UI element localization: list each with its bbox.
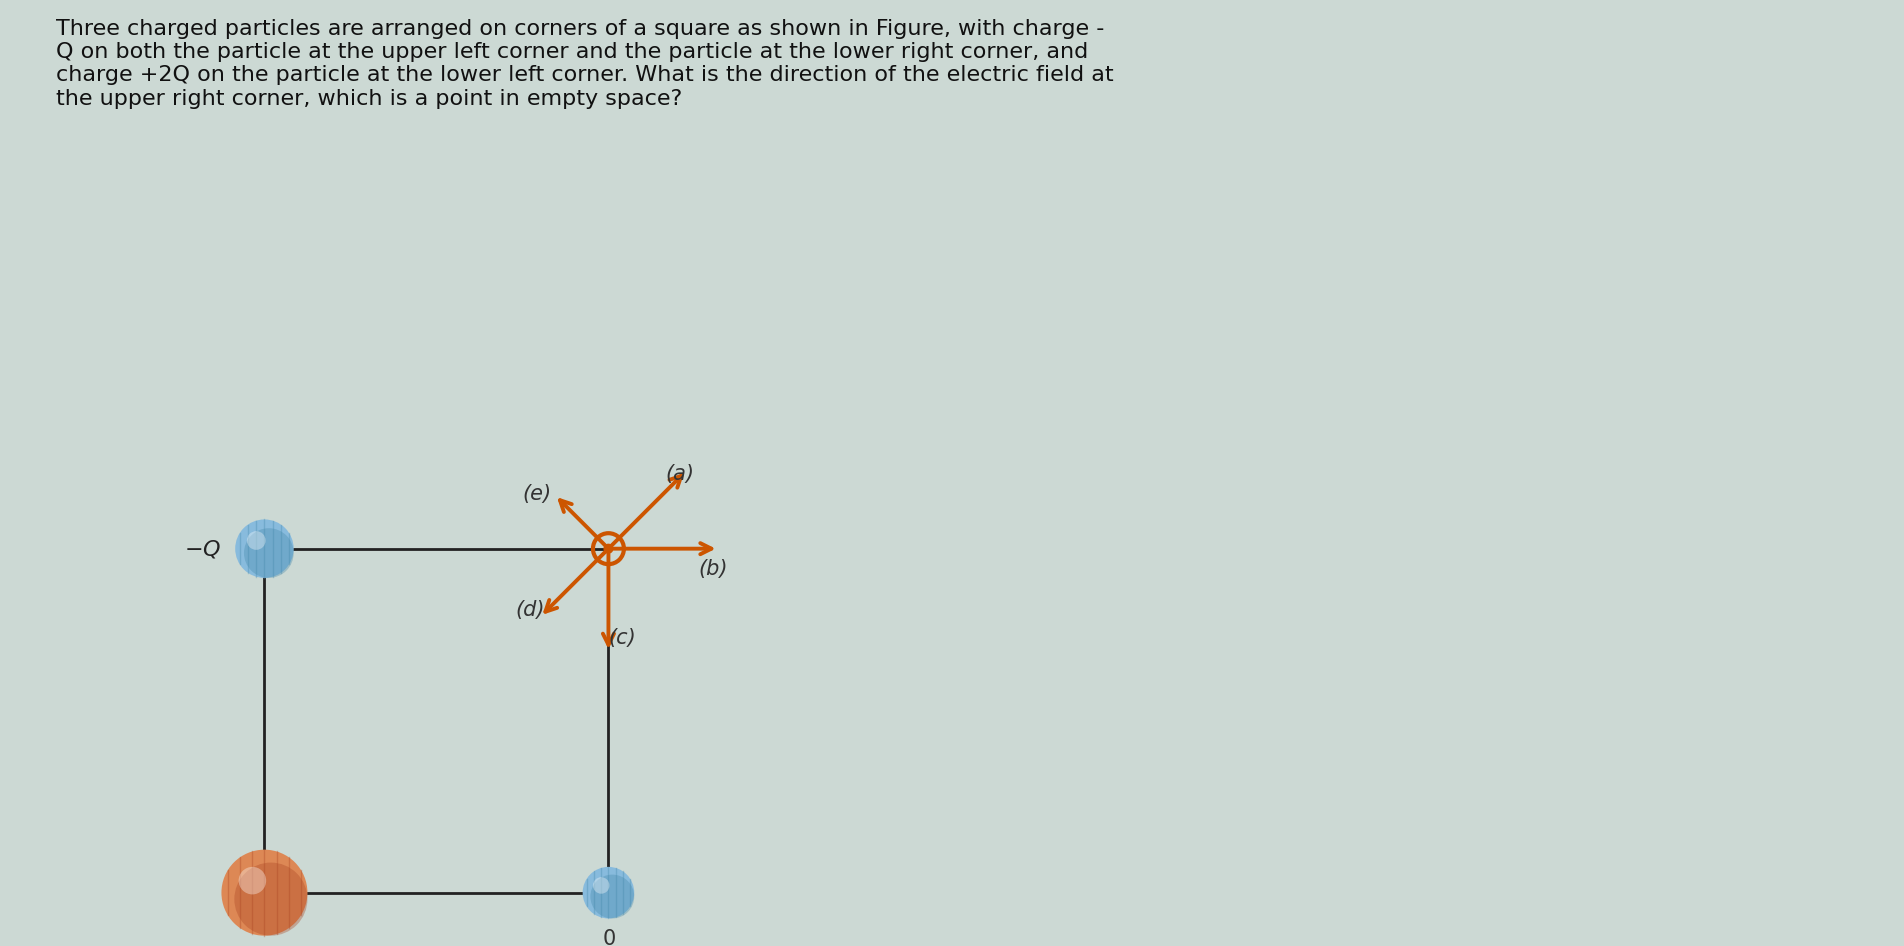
Text: (a): (a) <box>666 464 695 483</box>
Text: $0$: $0$ <box>602 929 615 946</box>
Text: (d): (d) <box>516 600 545 621</box>
Circle shape <box>604 544 613 553</box>
Circle shape <box>592 877 609 894</box>
Text: Three charged particles are arranged on corners of a square as shown in Figure, : Three charged particles are arranged on … <box>57 19 1114 109</box>
Circle shape <box>590 875 634 919</box>
Text: (b): (b) <box>699 559 727 579</box>
Circle shape <box>244 528 293 578</box>
Circle shape <box>236 519 293 578</box>
Circle shape <box>234 863 307 936</box>
Circle shape <box>583 867 634 919</box>
Text: $-Q$: $-Q$ <box>185 537 221 560</box>
Text: (e): (e) <box>522 484 550 504</box>
Circle shape <box>248 531 267 550</box>
Circle shape <box>221 850 307 936</box>
Text: (c): (c) <box>607 628 636 648</box>
Circle shape <box>238 867 267 894</box>
